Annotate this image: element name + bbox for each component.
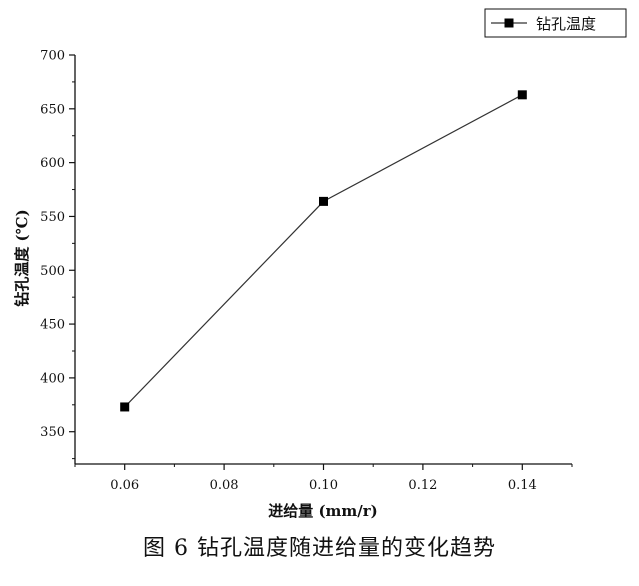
y-tick-label: 700 bbox=[40, 49, 65, 64]
x-tick-label: 0.08 bbox=[210, 478, 239, 493]
legend: 钻孔温度 bbox=[484, 8, 627, 38]
data-point bbox=[517, 90, 527, 100]
y-tick-label: 500 bbox=[40, 264, 65, 279]
x-tick-label: 0.14 bbox=[508, 478, 537, 493]
series-line bbox=[124, 94, 523, 408]
x-tick-label: 0.10 bbox=[309, 478, 338, 493]
y-tick-label: 600 bbox=[40, 156, 65, 171]
data-point bbox=[319, 196, 328, 206]
x-tick-label: 0.06 bbox=[110, 478, 139, 493]
y-tick-label: 550 bbox=[40, 210, 65, 225]
y-tick-label: 350 bbox=[40, 425, 65, 440]
chart-area: 350 400 450 500 550 600 650 700 0.06 0.08 0.10 0.12… bbox=[13, 8, 627, 520]
figure-caption: 图 6 钻孔温度随进给量的变化趋势 bbox=[143, 536, 496, 561]
axes: 350 400 450 500 550 600 650 700 0.06 0.08 0.10 0.12… bbox=[40, 49, 573, 493]
y-tick-label: 650 bbox=[40, 102, 65, 117]
y-tick-label: 400 bbox=[40, 371, 65, 386]
series-layer bbox=[120, 90, 527, 412]
y-axis-title: 钻孔温度 (℃) bbox=[13, 209, 31, 306]
legend-label: 钻孔温度 bbox=[536, 15, 596, 33]
legend-marker bbox=[504, 18, 514, 28]
x-tick-label: 0.12 bbox=[408, 478, 437, 493]
x-axis-title: 进给量 (mm/r) bbox=[268, 502, 378, 520]
y-tick-label: 450 bbox=[40, 318, 65, 333]
data-point bbox=[120, 402, 130, 412]
